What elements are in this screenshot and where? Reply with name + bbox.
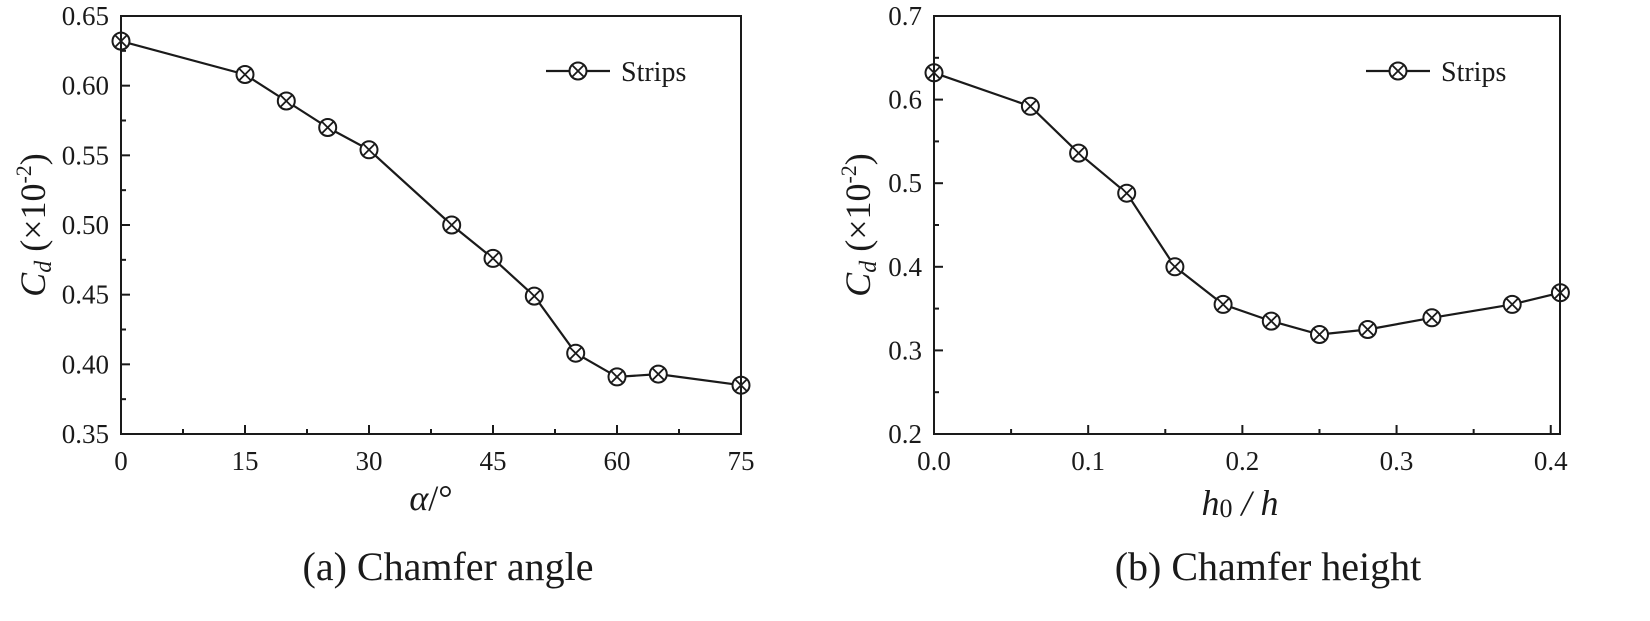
- chart-panel-a: 0 15 30 45 60 750.350.400.450.500.550.600.65 …: [11, 1, 755, 589]
- panel-a-x-tick-label: 0: [114, 446, 128, 476]
- panel-b-legend: Strips: [1366, 57, 1506, 88]
- panel-a-y-tick-label: 0.65: [62, 1, 109, 31]
- panel-b-data-point: [1261, 311, 1281, 331]
- panel-b-legend-marker: [1388, 61, 1408, 81]
- panel-a-data-point: [566, 343, 586, 363]
- panel-b-caption: (b) Chamfer height: [1115, 544, 1422, 589]
- panel-b-y-tick-label: 0.6: [888, 85, 922, 115]
- panel-b-x-axis-label: h0 / h: [1201, 483, 1278, 523]
- panel-b-plot-frame: [933, 15, 1561, 435]
- panel-b-data-point: [1310, 325, 1329, 344]
- panel-b-x-tick-label: 0.3: [1380, 446, 1414, 476]
- panel-a-y-tick-label: 0.50: [62, 210, 109, 240]
- panel-a-caption: (a) Chamfer angle: [303, 544, 594, 589]
- panel-a-data-point: [442, 215, 462, 235]
- panel-b-y-tick-label: 0.7: [888, 1, 922, 31]
- panel-a-y-tick-label: 0.40: [62, 349, 109, 379]
- panel-a-marks: 0 15 30 45 60 75 0.35 0.40 0.45 0.50 0.55 0.60 0.65: [62, 1, 755, 476]
- panel-a-data-point: [524, 286, 544, 306]
- panel-a-x-tick-label: 30: [356, 446, 383, 476]
- panel-b-data-point: [1020, 96, 1040, 116]
- panel-a-legend-label: Strips: [621, 57, 686, 88]
- panel-a-plot-frame: [120, 15, 742, 435]
- panel-a-y-tick-label: 0.60: [62, 71, 109, 101]
- panel-b-y-tick-label: 0.4: [888, 252, 922, 282]
- panel-a-x-tick-label: 60: [604, 446, 631, 476]
- panel-b-marks: 0.0 0.1 0.2 0.3 0.4 0.2 0.3 0.4 0.5 0.6 0.7: [888, 1, 1570, 476]
- panel-a-data-point: [359, 140, 379, 160]
- panel-b-data-point: [1117, 183, 1137, 203]
- panel-a-data-point: [607, 367, 627, 387]
- panel-b-y-axis-label: Cd (×10-2): [836, 153, 882, 297]
- panel-b-data-point: [1422, 308, 1442, 328]
- panel-b-x-tick-label: 0.4: [1534, 446, 1568, 476]
- panel-a-y-axis-label: Cd (×10-2): [11, 153, 57, 297]
- panel-b-data-point: [1502, 294, 1522, 314]
- panel-a-data-point: [276, 91, 296, 111]
- panel-b-x-tick-label: 0.1: [1071, 446, 1105, 476]
- panel-a-data-point: [483, 248, 503, 268]
- panel-b-x-tick-label: 0.0: [917, 446, 951, 476]
- panel-a-x-axis-label: α/°: [409, 478, 452, 518]
- panel-b-y-tick-label: 0.2: [888, 419, 922, 449]
- chart-panel-b: 0.0 0.1 0.2 0.3 0.4 0.2 0.3 0.4 0.5 0.6 0.7 Strips…: [836, 1, 1570, 589]
- panel-a-y-tick-label: 0.35: [62, 419, 109, 449]
- panel-a-y-tick-label: 0.45: [62, 280, 109, 310]
- panel-a-x-tick-label: 15: [232, 446, 259, 476]
- panel-a-legend: Strips: [546, 57, 686, 88]
- panel-b-x-tick-label: 0.2: [1225, 446, 1259, 476]
- panel-b-y-tick-label: 0.3: [888, 335, 922, 365]
- panel-b-series-line: [933, 71, 1561, 336]
- panel-a-data-point: [235, 65, 255, 84]
- panel-a-legend-marker: [568, 61, 588, 81]
- panel-a-data-point: [648, 364, 668, 384]
- panel-b-data-point: [1069, 143, 1089, 163]
- panel-b-y-tick-label: 0.5: [888, 168, 922, 198]
- panel-a-series-line: [120, 40, 742, 387]
- panel-a-data-point: [318, 118, 338, 137]
- panel-b-data-point: [1213, 294, 1233, 314]
- panel-a-y-tick-label: 0.55: [62, 140, 109, 170]
- panel-a-x-tick-label: 45: [480, 446, 507, 476]
- panel-b-data-point: [1358, 320, 1378, 339]
- panel-b-data-point: [1165, 257, 1185, 277]
- panel-a-x-tick-label: 75: [728, 446, 755, 476]
- panel-b-legend-label: Strips: [1441, 57, 1506, 88]
